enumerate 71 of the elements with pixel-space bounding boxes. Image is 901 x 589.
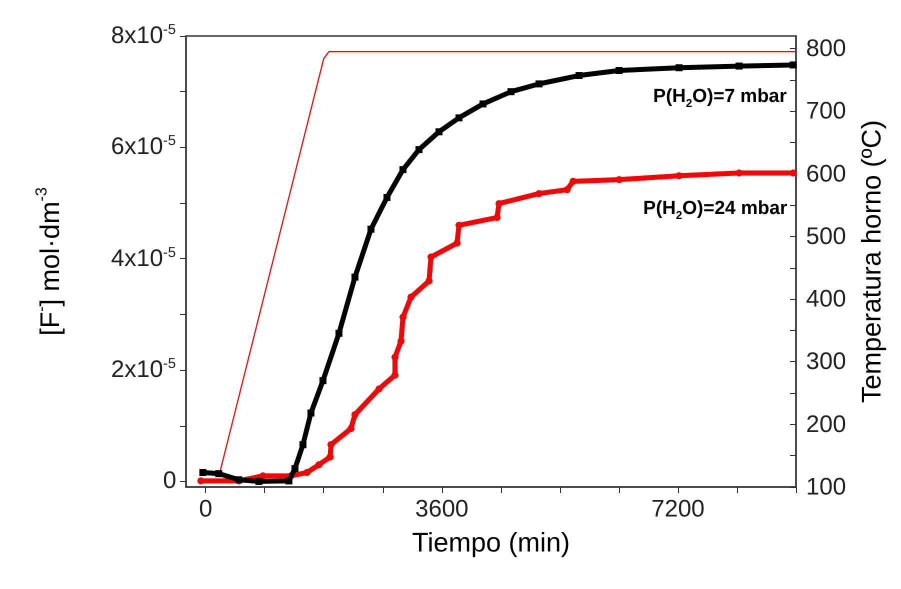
point (391, 372, 398, 379)
y-tick-label: 2x10$^{-5}$ (111, 356, 176, 384)
point (315, 461, 322, 468)
point (291, 465, 298, 472)
x-tick-label: 3600 (415, 496, 468, 522)
point (351, 274, 358, 281)
x-tick-label: 0 (199, 496, 212, 522)
point (197, 477, 204, 484)
point (367, 226, 374, 233)
y2-tick-label: 400 (806, 286, 846, 313)
point (736, 62, 743, 70)
point (455, 114, 462, 122)
point (427, 254, 434, 261)
point (299, 441, 306, 448)
point (415, 146, 422, 154)
y2-tick-label: 200 (806, 410, 846, 438)
y-tick-label: 0 (163, 467, 176, 494)
y2-tick-label: 100 (806, 474, 846, 500)
y-tick-label: 4x10$^{-5}$ (111, 244, 176, 272)
point (508, 88, 515, 96)
point (383, 194, 390, 201)
point (494, 214, 501, 222)
point (407, 294, 414, 301)
point (285, 477, 292, 484)
point (570, 178, 577, 185)
y-tick-label: 6x10$^{-5}$ (111, 133, 176, 160)
point (616, 67, 623, 74)
point (375, 386, 382, 393)
y2-tick-label: 600 (806, 160, 846, 188)
y2-tick-label: 700 (806, 98, 846, 125)
point (454, 240, 461, 247)
point (536, 190, 543, 198)
series-label: P(H$_{2}$O)=7 mbar (653, 86, 787, 110)
point (435, 128, 442, 136)
y2-tick-label: 300 (806, 348, 846, 376)
point (307, 409, 314, 416)
series-label: P(H$_{2}$O)=24 mbar (643, 198, 788, 222)
point (496, 200, 502, 208)
x-axis-title: Tiempo (min) (412, 528, 570, 558)
point (335, 330, 342, 337)
point (536, 80, 543, 88)
point (303, 469, 310, 476)
point (456, 222, 462, 229)
point (391, 354, 398, 361)
point (398, 338, 405, 345)
y2-tick-label: 500 (806, 222, 846, 250)
point (259, 472, 266, 480)
y2-axis-title: Temperatura horno (ºC) (856, 120, 886, 403)
point (676, 64, 683, 72)
point (676, 172, 683, 180)
point (326, 453, 334, 460)
y2-tick-label: 800 (806, 35, 846, 62)
point (576, 72, 583, 80)
point (351, 411, 358, 418)
point (347, 425, 354, 432)
y-axis-title: [F-] mol·dm-3 (34, 187, 65, 336)
point (319, 377, 326, 384)
point (426, 277, 433, 284)
point (480, 100, 486, 108)
point (399, 314, 406, 321)
point (790, 169, 797, 176)
point (564, 186, 571, 194)
point (255, 478, 262, 485)
point (790, 61, 797, 68)
x-tick-label: 7200 (651, 496, 705, 522)
point (199, 469, 206, 476)
point (327, 441, 334, 448)
point (616, 176, 623, 184)
y-tick-label: 8x10$^{-5}$ (111, 22, 176, 49)
point (215, 470, 222, 478)
point (399, 166, 406, 174)
